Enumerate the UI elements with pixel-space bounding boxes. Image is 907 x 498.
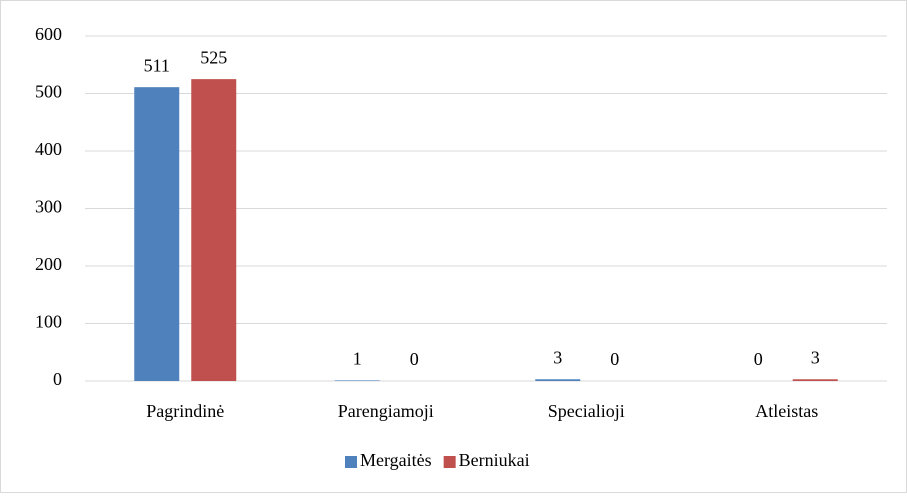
legend-label: Berniukai xyxy=(459,450,530,470)
legend-swatch xyxy=(345,456,357,468)
data-label: 1 xyxy=(353,349,362,369)
y-tick-label: 200 xyxy=(35,254,62,274)
bar xyxy=(535,379,581,381)
data-label: 525 xyxy=(200,47,227,67)
x-tick-label: Atleistas xyxy=(755,401,818,421)
y-tick-label: 400 xyxy=(35,139,62,159)
x-tick-label: Pagrindinė xyxy=(146,401,224,421)
data-label: 0 xyxy=(754,349,763,369)
bar xyxy=(792,379,838,381)
y-tick-label: 100 xyxy=(35,312,62,332)
y-tick-label: 300 xyxy=(35,197,62,217)
data-label: 3 xyxy=(553,347,562,367)
legend-swatch xyxy=(443,456,456,468)
data-label: 0 xyxy=(610,349,619,369)
y-tick-label: 600 xyxy=(35,24,62,44)
data-label: 0 xyxy=(410,349,419,369)
legend-label: Mergaitės xyxy=(360,450,432,470)
bar xyxy=(334,380,380,381)
x-tick-label: Specialioji xyxy=(548,401,625,421)
data-label: 3 xyxy=(811,347,820,367)
bar xyxy=(191,79,237,381)
y-tick-label: 0 xyxy=(53,369,62,389)
y-tick-label: 500 xyxy=(35,82,62,102)
x-tick-label: Parengiamoji xyxy=(338,401,434,421)
bar xyxy=(134,87,180,382)
data-label: 511 xyxy=(144,55,170,75)
